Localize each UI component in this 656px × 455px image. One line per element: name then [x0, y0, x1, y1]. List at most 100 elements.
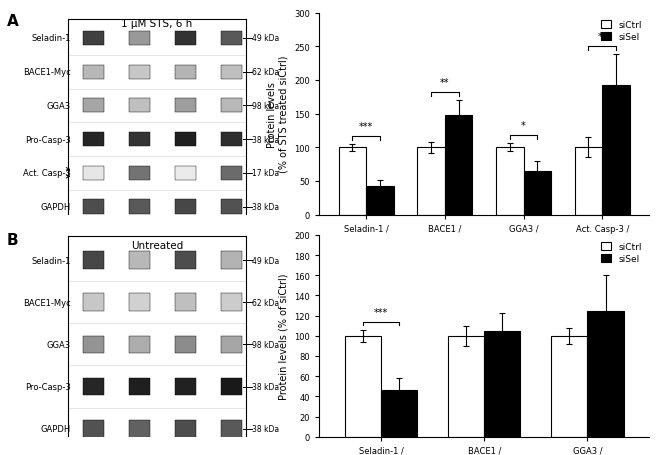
- FancyBboxPatch shape: [174, 336, 196, 354]
- Text: GGA3: GGA3: [47, 340, 71, 349]
- FancyBboxPatch shape: [83, 32, 104, 46]
- FancyBboxPatch shape: [83, 200, 104, 214]
- Bar: [575, 148, 602, 215]
- Text: 38 kDa: 38 kDa: [252, 382, 279, 391]
- Text: Pro-Casp-3: Pro-Casp-3: [25, 382, 71, 391]
- FancyBboxPatch shape: [129, 252, 150, 269]
- Text: 38 kDa: 38 kDa: [252, 202, 279, 212]
- Legend: siCtrl, siSel: siCtrl, siSel: [598, 18, 645, 45]
- FancyBboxPatch shape: [129, 378, 150, 395]
- FancyBboxPatch shape: [83, 252, 104, 269]
- FancyBboxPatch shape: [220, 378, 242, 395]
- Y-axis label: Protein levels
(% of STS treated siCtrl): Protein levels (% of STS treated siCtrl): [267, 56, 289, 173]
- Text: B: B: [7, 232, 18, 247]
- Text: **: **: [440, 78, 449, 88]
- FancyBboxPatch shape: [174, 99, 196, 113]
- Bar: [551, 336, 588, 437]
- Text: 49 kDa: 49 kDa: [252, 34, 279, 43]
- FancyBboxPatch shape: [174, 294, 196, 311]
- Text: siSel: siSel: [130, 31, 150, 40]
- FancyBboxPatch shape: [220, 99, 242, 113]
- Text: Act. Casp-3: Act. Casp-3: [23, 169, 71, 178]
- Text: 38 kDa: 38 kDa: [252, 135, 279, 144]
- Bar: [345, 336, 381, 437]
- Bar: [523, 172, 551, 215]
- FancyBboxPatch shape: [174, 167, 196, 181]
- Legend: siCtrl, siSel: siCtrl, siSel: [598, 240, 645, 266]
- Bar: [448, 336, 484, 437]
- Text: A: A: [7, 14, 18, 29]
- Text: *: *: [521, 121, 526, 131]
- FancyBboxPatch shape: [83, 99, 104, 113]
- Bar: [366, 187, 394, 215]
- Text: Untreated: Untreated: [131, 240, 183, 250]
- Text: GAPDH: GAPDH: [40, 424, 71, 433]
- Text: 98 kDa: 98 kDa: [252, 101, 279, 111]
- FancyBboxPatch shape: [174, 133, 196, 147]
- Text: siSel: siSel: [130, 253, 150, 262]
- FancyBboxPatch shape: [174, 378, 196, 395]
- FancyBboxPatch shape: [129, 32, 150, 46]
- Text: ***: ***: [359, 121, 373, 131]
- Text: GAPDH: GAPDH: [40, 202, 71, 212]
- FancyBboxPatch shape: [129, 66, 150, 80]
- FancyBboxPatch shape: [174, 66, 196, 80]
- Text: 62 kDa: 62 kDa: [252, 68, 279, 77]
- FancyBboxPatch shape: [220, 420, 242, 438]
- Bar: [338, 148, 366, 215]
- FancyBboxPatch shape: [129, 200, 150, 214]
- Text: siSel: siSel: [222, 253, 241, 262]
- FancyBboxPatch shape: [83, 66, 104, 80]
- Text: 49 kDa: 49 kDa: [252, 256, 279, 265]
- FancyBboxPatch shape: [83, 336, 104, 354]
- Bar: [588, 311, 624, 437]
- FancyBboxPatch shape: [220, 133, 242, 147]
- Text: siCtrl: siCtrl: [174, 253, 196, 262]
- Text: 98 kDa: 98 kDa: [252, 340, 279, 349]
- Text: 17 kDa: 17 kDa: [252, 169, 279, 178]
- FancyBboxPatch shape: [220, 336, 242, 354]
- FancyBboxPatch shape: [129, 336, 150, 354]
- FancyBboxPatch shape: [83, 133, 104, 147]
- Text: **: **: [598, 32, 607, 42]
- Text: Seladin-1: Seladin-1: [31, 34, 71, 43]
- Text: siSel: siSel: [222, 31, 241, 40]
- Text: siCtrl: siCtrl: [83, 253, 104, 262]
- Text: GGA3: GGA3: [47, 101, 71, 111]
- FancyBboxPatch shape: [129, 167, 150, 181]
- FancyBboxPatch shape: [174, 420, 196, 438]
- FancyBboxPatch shape: [129, 99, 150, 113]
- Text: 1 μM STS, 6 h: 1 μM STS, 6 h: [121, 19, 192, 29]
- Text: Pro-Casp-3: Pro-Casp-3: [25, 135, 71, 144]
- Text: 62 kDa: 62 kDa: [252, 298, 279, 307]
- FancyBboxPatch shape: [129, 294, 150, 311]
- Bar: [445, 116, 472, 215]
- FancyBboxPatch shape: [129, 133, 150, 147]
- Y-axis label: Protein levels (% of siCtrl): Protein levels (% of siCtrl): [279, 273, 289, 399]
- FancyBboxPatch shape: [174, 200, 196, 214]
- Bar: [484, 331, 520, 437]
- FancyBboxPatch shape: [83, 420, 104, 438]
- FancyBboxPatch shape: [220, 66, 242, 80]
- FancyBboxPatch shape: [220, 252, 242, 269]
- Text: siCtrl: siCtrl: [174, 31, 196, 40]
- FancyBboxPatch shape: [220, 294, 242, 311]
- Text: ***: ***: [374, 307, 388, 317]
- Bar: [602, 86, 630, 215]
- Text: Seladin-1: Seladin-1: [31, 256, 71, 265]
- Bar: [381, 390, 417, 437]
- FancyBboxPatch shape: [83, 378, 104, 395]
- FancyBboxPatch shape: [220, 167, 242, 181]
- FancyBboxPatch shape: [83, 294, 104, 311]
- FancyBboxPatch shape: [174, 32, 196, 46]
- FancyBboxPatch shape: [129, 420, 150, 438]
- Bar: [417, 148, 445, 215]
- FancyBboxPatch shape: [174, 252, 196, 269]
- FancyBboxPatch shape: [83, 167, 104, 181]
- Bar: [496, 148, 523, 215]
- Text: BACE1-Myc: BACE1-Myc: [23, 68, 71, 77]
- Text: siCtrl: siCtrl: [83, 31, 104, 40]
- Text: 38 kDa: 38 kDa: [252, 424, 279, 433]
- Text: BACE1-Myc: BACE1-Myc: [23, 298, 71, 307]
- FancyBboxPatch shape: [220, 200, 242, 214]
